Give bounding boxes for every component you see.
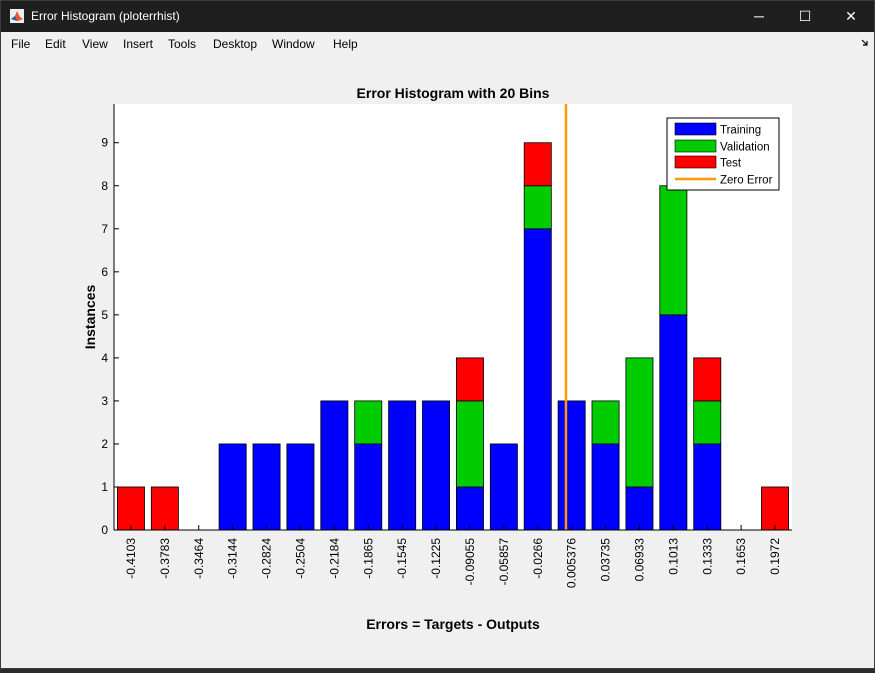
bar-test-19 [761,486,790,531]
bar-training-4 [252,443,281,531]
legend-label-test: Test [720,158,742,170]
bar-validation-10 [455,400,484,488]
x-tick-label: -0.05857 [497,538,511,586]
bar-test-0 [116,486,145,531]
menu-help[interactable]: Help [333,37,358,51]
y-tick-label: 0 [101,523,108,537]
menu-view[interactable]: View [82,37,108,51]
bar-training-7 [354,443,383,531]
maximize-button[interactable]: ☐ [798,8,812,24]
x-axis-label: Errors = Targets - Outputs [366,616,540,632]
bar-training-11 [489,443,518,531]
y-tick-label: 4 [101,351,108,365]
x-tick-label: -0.09055 [463,538,477,586]
y-tick-label: 7 [101,222,108,236]
bar-training-17 [693,443,722,531]
menu-edit[interactable]: Edit [45,37,66,51]
bar-training-8 [388,400,417,531]
menu-bar: File Edit View Insert Tools Desktop Wind… [1,32,874,56]
y-tick-label: 2 [101,437,108,451]
bars-group [116,142,790,531]
y-tick-label: 6 [101,265,108,279]
x-tick-label: 0.06933 [632,538,646,582]
x-tick-label: -0.3783 [158,538,172,579]
bar-training-5 [286,443,315,531]
bar-validation-14 [591,400,620,445]
y-tick-label: 9 [101,136,108,150]
bar-training-3 [218,443,247,531]
bar-test-10 [455,357,484,402]
bar-test-17 [693,357,722,402]
menu-file[interactable]: File [11,37,31,51]
bar-test-12 [523,142,552,187]
y-tick-label: 3 [101,394,108,408]
x-tick-label: 0.005376 [565,538,579,588]
x-axis-ticks: -0.4103 -0.3783 -0.3464 -0.3144 -0.2824 -0.25… [124,525,782,588]
bar-training-14 [591,443,620,531]
y-tick-label: 5 [101,308,108,322]
x-tick-label: -0.2504 [293,538,307,579]
y-axis-label: Instances [82,284,98,349]
x-tick-label: 0.1333 [700,538,714,575]
x-tick-label: -0.2824 [260,538,274,579]
y-tick-label: 8 [101,179,108,193]
y-axis-ticks: 0 1 2 3 4 5 6 7 8 9 [101,136,119,537]
menu-window[interactable]: Window [272,37,315,51]
bar-validation-17 [693,400,722,445]
close-button[interactable]: ✕ [845,8,857,24]
bar-validation-15 [625,357,654,488]
menu-insert[interactable]: Insert [123,37,154,51]
bar-training-13 [557,400,586,531]
x-tick-label: 0.1972 [768,538,782,575]
x-tick-label: -0.4103 [124,538,138,579]
bar-validation-7 [354,400,383,445]
bar-validation-12 [523,185,552,230]
y-tick-label: 1 [101,480,108,494]
minimize-button[interactable]: ─ [754,8,764,24]
legend-label-training: Training [720,125,761,137]
bar-training-9 [422,400,451,531]
bar-training-16 [659,314,688,531]
bar-validation-16 [659,185,688,316]
legend-swatch-training [674,122,717,136]
bar-training-12 [523,228,552,531]
bar-training-6 [320,400,349,531]
bar-test-1 [150,486,179,531]
legend-label-zero-error: Zero Error [720,175,773,187]
x-tick-label: -0.2184 [327,538,341,579]
window-title: Error Histogram (ploterrhist) [31,9,180,23]
legend-swatch-test [674,155,717,169]
matlab-icon [10,9,24,23]
legend-label-validation: Validation [720,142,770,154]
x-tick-label: 0.03735 [599,538,613,582]
menu-tools[interactable]: Tools [168,37,197,51]
menu-desktop[interactable]: Desktop [213,37,258,51]
chart-title: Error Histogram with 20 Bins [357,85,550,101]
x-tick-label: -0.3144 [226,538,240,579]
x-tick-label: -0.1545 [395,538,409,579]
x-tick-label: -0.1865 [361,538,375,579]
x-tick-label: -0.0266 [531,538,545,579]
x-tick-label: -0.1225 [429,538,443,579]
x-tick-label: -0.3464 [192,538,206,579]
x-tick-label: 0.1653 [734,538,748,575]
legend-swatch-validation [674,139,717,153]
title-bar[interactable]: Error Histogram (ploterrhist) ─ ☐ ✕ [1,1,874,32]
legend[interactable]: Training Validation Test Zero Error [666,117,780,191]
bar-training-10 [455,486,484,531]
x-tick-label: 0.1013 [666,538,680,575]
bar-training-15 [625,486,654,531]
dock-arrow-icon[interactable] [861,39,869,47]
